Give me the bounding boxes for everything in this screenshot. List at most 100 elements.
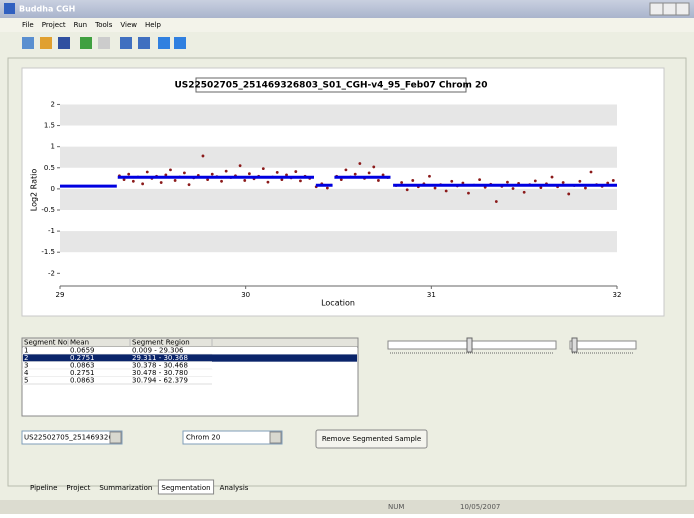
window-buttons — [649, 2, 690, 16]
tool-icon[interactable] — [120, 37, 132, 49]
data-point — [210, 172, 214, 176]
y-tick-label: -1 — [48, 227, 55, 235]
sample-select[interactable]: US22502705_251469326 — [21, 430, 123, 445]
slider-thumb[interactable] — [571, 337, 578, 353]
menu-item[interactable]: Project — [42, 21, 66, 29]
menu-item[interactable]: Tools — [94, 21, 113, 29]
data-point — [372, 165, 376, 169]
data-point — [550, 175, 554, 179]
data-point — [400, 181, 404, 184]
data-point — [261, 167, 265, 171]
remove-button[interactable] — [315, 429, 428, 449]
data-point — [224, 169, 228, 173]
x-tick-label: 31 — [427, 291, 436, 299]
table-cell: 4 — [24, 369, 29, 377]
data-point — [131, 179, 135, 183]
data-point — [381, 173, 385, 177]
dropdown-arrow[interactable] — [269, 431, 282, 444]
close-button[interactable] — [675, 2, 690, 16]
tab[interactable]: Segmentation — [161, 484, 210, 492]
y-tick-label: 0.5 — [44, 164, 55, 172]
data-point — [411, 179, 415, 182]
remove-button-label: Remove Segmented Sample — [322, 435, 421, 443]
data-point — [122, 178, 126, 182]
selected-row[interactable] — [23, 354, 357, 362]
table-row[interactable] — [23, 376, 357, 384]
active-tab — [157, 479, 215, 495]
window-title: Buddha CGH — [19, 5, 75, 14]
table-cell: 30.478 - 30.780 — [132, 369, 188, 377]
data-point — [141, 182, 145, 186]
data-point — [428, 174, 431, 178]
tool-icon[interactable] — [80, 37, 92, 49]
y-tick-label: -2 — [48, 269, 55, 277]
dropdown[interactable] — [182, 430, 283, 445]
column-header: Mean — [70, 339, 89, 347]
data-point — [589, 170, 593, 174]
data-point — [344, 168, 348, 172]
sliders — [387, 337, 637, 354]
data-point — [339, 178, 343, 182]
tool-icon[interactable] — [158, 37, 170, 49]
data-point — [201, 154, 205, 158]
table-row[interactable] — [23, 361, 357, 370]
data-point — [159, 181, 163, 184]
chrom-select[interactable]: Chrom 20 — [182, 430, 283, 445]
data-point — [243, 179, 247, 182]
data-point — [299, 179, 302, 183]
maximize-button[interactable] — [662, 2, 677, 16]
tabs: Pipeline Project Summarization Segmentation… — [30, 479, 249, 495]
toolbar — [0, 32, 694, 54]
y-axis-label: Log2 Ratio — [30, 169, 39, 212]
table-row[interactable] — [23, 369, 357, 377]
data-point — [220, 179, 223, 183]
x-tick-label: 32 — [613, 291, 622, 299]
tab[interactable]: Analysis — [220, 484, 249, 492]
tool-icon[interactable] — [98, 37, 110, 49]
data-point — [164, 173, 168, 177]
data-point — [506, 180, 509, 184]
table-cell: 0.009 - 29.306 — [132, 347, 184, 355]
tool-icon[interactable] — [174, 37, 186, 49]
data-point — [280, 178, 284, 182]
tool-icon[interactable] — [22, 37, 34, 49]
tab[interactable]: Summarization — [99, 484, 152, 492]
dropdown-arrow[interactable] — [109, 431, 122, 444]
plot: -2 -1.5 -1 -0.5 0 0.5 1 1.5 2 29 30 31 32 — [41, 100, 622, 299]
tab[interactable]: Project — [66, 484, 90, 492]
chart-title: US22502705_251469326803_S01_CGH-v4_95_Fe… — [174, 81, 487, 91]
data-point — [444, 189, 448, 193]
dropdown[interactable] — [21, 430, 123, 445]
tool-icon[interactable] — [40, 37, 52, 49]
data-point — [584, 186, 587, 190]
slider-thumb[interactable] — [466, 337, 473, 353]
table-cell: 0.0863 — [70, 376, 95, 384]
segment-table: Segment No Mean Segment Region 1 0.0659 0.009… — [21, 337, 359, 417]
minimize-button[interactable] — [649, 2, 664, 16]
y-tick-label: -1.5 — [41, 248, 55, 256]
menu-item[interactable]: View — [120, 21, 137, 29]
tab[interactable]: Pipeline — [30, 484, 57, 492]
data-marks — [60, 154, 617, 203]
data-point — [285, 173, 288, 177]
column-header: Segment No — [24, 339, 67, 347]
menu-item[interactable]: File — [22, 21, 34, 29]
menu-item[interactable]: Run — [74, 21, 87, 29]
data-point — [611, 179, 615, 182]
table-cell: 29.311 - 30.368 — [132, 354, 188, 362]
table-row[interactable] — [23, 347, 357, 355]
table-cell: 2 — [24, 354, 28, 362]
data-point — [478, 178, 482, 182]
tool-icon[interactable] — [58, 37, 70, 49]
data-point — [511, 187, 515, 190]
data-point — [578, 179, 582, 183]
data-point — [247, 172, 251, 176]
status-num: NUM — [388, 503, 404, 511]
data-point — [325, 186, 329, 190]
data-point — [405, 188, 409, 192]
menu-item[interactable]: Help — [145, 21, 162, 29]
slider-track[interactable] — [569, 340, 637, 350]
data-point — [145, 170, 149, 174]
data-point — [561, 181, 565, 184]
tool-icon[interactable] — [138, 37, 150, 49]
